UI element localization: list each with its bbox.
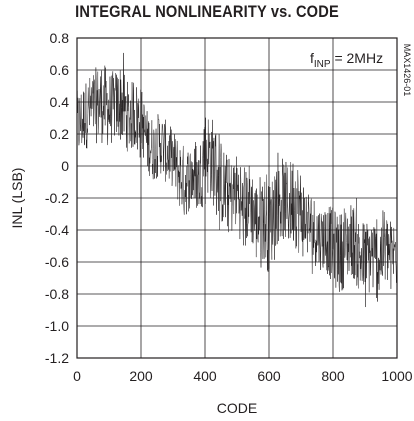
inl-data-trace <box>76 52 398 308</box>
plot-frame <box>76 37 398 359</box>
y-tick-label-3: 0.2 <box>50 126 70 142</box>
y-tick-label-4: 0 <box>61 158 69 174</box>
inl-series-line <box>76 52 398 308</box>
x-tick-label-4: 800 <box>321 368 345 384</box>
y-tick-label-6: -0.4 <box>45 222 69 238</box>
x-tick-label-1: 200 <box>129 368 153 384</box>
x-tick-labels: 0 200 400 600 800 1000 <box>73 368 413 384</box>
y-tick-label-7: -0.6 <box>45 254 69 270</box>
x-axis-label: CODE <box>217 400 257 416</box>
annotation-suffix: = 2MHz <box>331 50 384 66</box>
x-tick-label-3: 600 <box>257 368 281 384</box>
x-tick-label-2: 400 <box>193 368 217 384</box>
y-tick-labels: 0.8 0.6 0.4 0.2 0 -0.2 -0.4 -0.6 -0.8 -1.0 -1.2 <box>45 30 69 366</box>
y-tick-label-9: -1.0 <box>45 318 69 334</box>
frequency-annotation: fINP = 2MHz <box>310 50 383 70</box>
y-tick-label-10: -1.2 <box>45 350 69 366</box>
y-tick-label-5: -0.2 <box>45 190 69 206</box>
y-tick-label-1: 0.6 <box>50 62 70 78</box>
y-tick-label-8: -0.8 <box>45 286 69 302</box>
x-tick-label-5: 1000 <box>381 368 412 384</box>
part-number-label: MAX1426-01 <box>402 44 412 97</box>
y-tick-label-2: 0.4 <box>50 94 70 110</box>
chart-title: INTEGRAL NONLINEARITY vs. CODE <box>75 2 339 21</box>
annotation-subscript: INP <box>314 59 331 70</box>
annotation-prefix: f <box>310 50 314 66</box>
grid-lines <box>77 38 397 358</box>
y-tick-label-0: 0.8 <box>50 30 70 46</box>
y-axis-label: INL (LSB) <box>9 168 25 229</box>
x-tick-label-0: 0 <box>73 368 81 384</box>
